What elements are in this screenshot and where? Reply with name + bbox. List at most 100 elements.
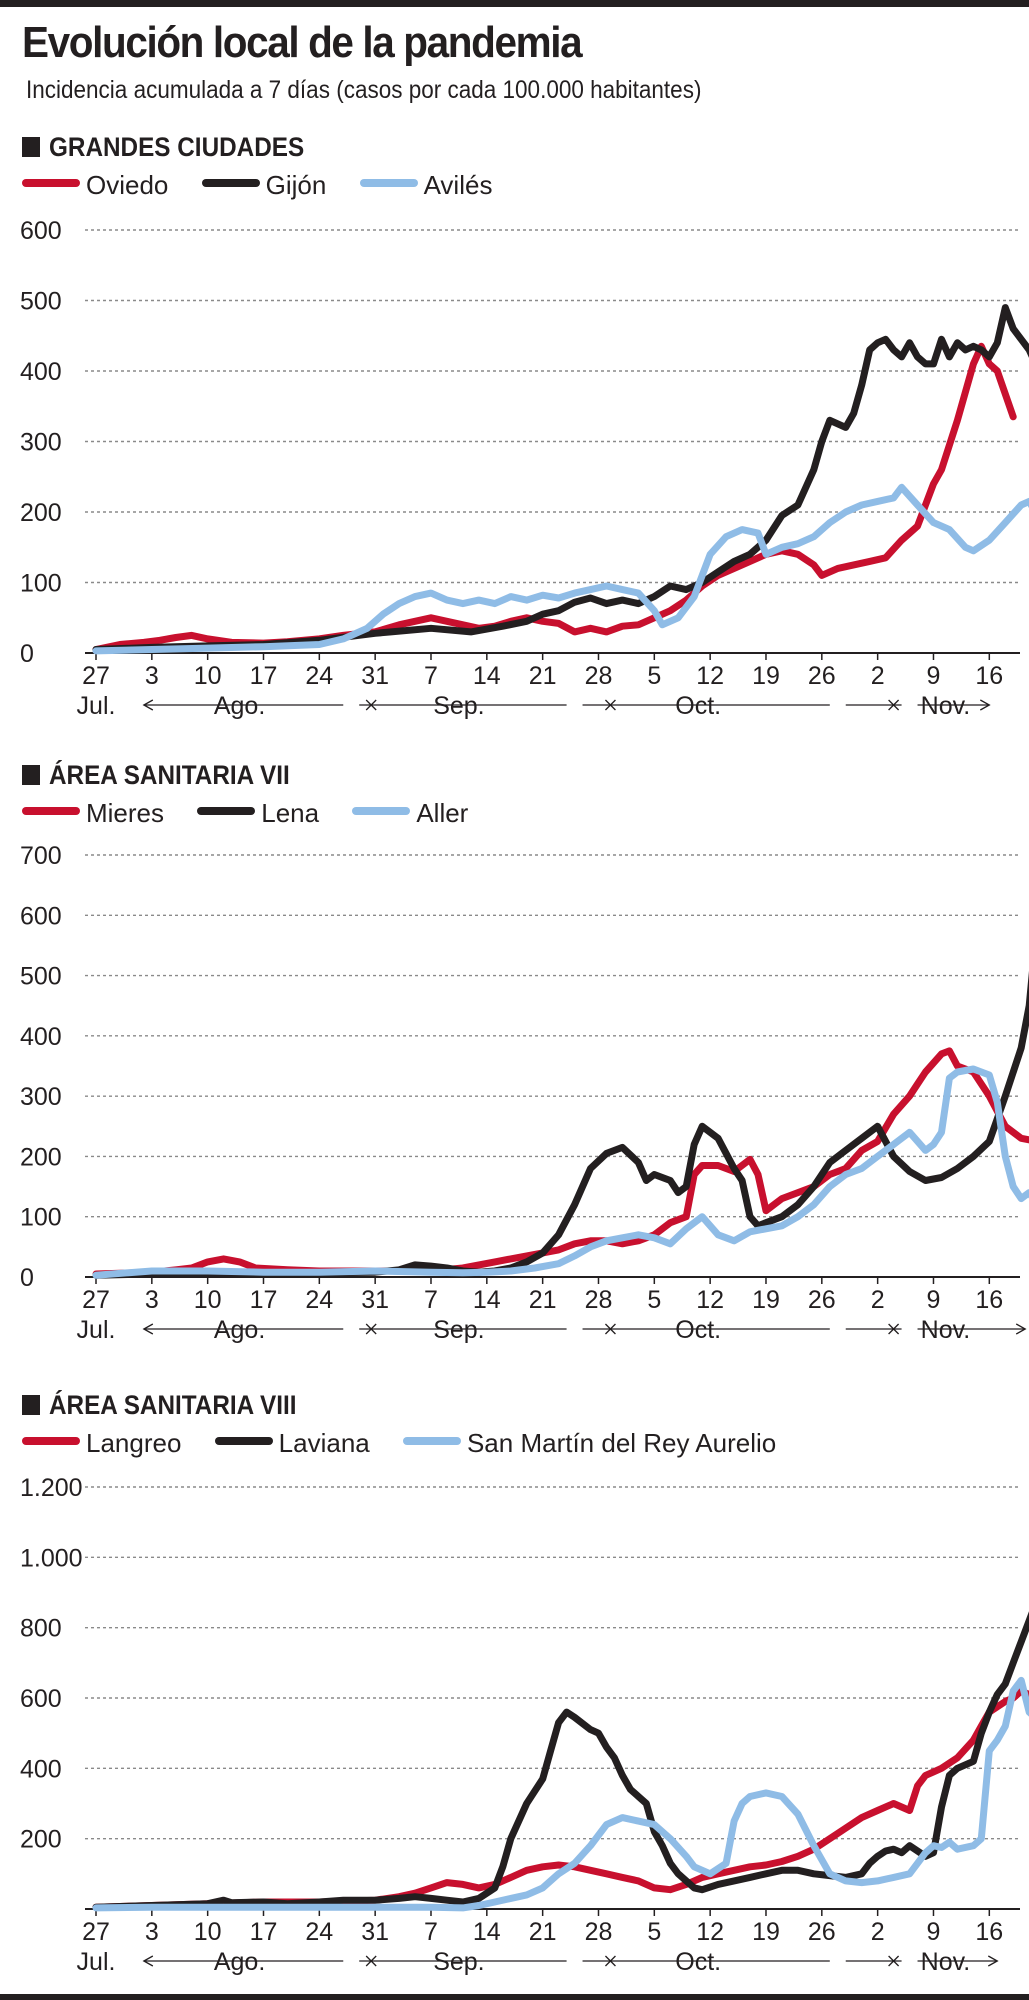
x-tick-label: 24 — [305, 1286, 333, 1314]
series-line-2 — [92, 1065, 1029, 1279]
y-tick-label: 1.200 — [20, 1474, 83, 1502]
x-tick-label: 19 — [752, 662, 780, 690]
x-tick-label: 14 — [473, 662, 501, 690]
month-divider-icon — [888, 1323, 900, 1335]
x-tick-label: 17 — [250, 1286, 278, 1314]
y-tick-label: 400 — [20, 358, 62, 386]
y-tick-label: 500 — [20, 288, 62, 316]
x-tick-label: 21 — [529, 1286, 557, 1314]
month-divider-icon — [604, 1955, 616, 1967]
legend-item-aller: Aller — [352, 798, 468, 829]
y-tick-label: 100 — [20, 1204, 62, 1232]
x-tick-label: 17 — [250, 662, 278, 690]
y-tick-label: 400 — [20, 1755, 62, 1783]
y-tick-label: 0 — [20, 640, 34, 668]
legend-swatch — [201, 179, 260, 187]
x-tick-label: 7 — [424, 662, 438, 690]
x-tick-label: 27 — [82, 1286, 110, 1314]
x-tick-label: 21 — [529, 662, 557, 690]
legend-item-laviana: Laviana — [214, 1428, 370, 1459]
legend-item-langreo: Langreo — [22, 1428, 181, 1459]
x-tick-label: 26 — [808, 662, 836, 690]
month-label: Nov. — [921, 1316, 971, 1344]
section-square-icon — [22, 1395, 40, 1415]
month-divider-icon — [365, 1955, 377, 1967]
x-tick-label: 10 — [194, 662, 222, 690]
section-head-area-viii: ÁREA SANITARIA VIII — [22, 1390, 297, 1421]
x-tick-label: 3 — [145, 1286, 159, 1314]
x-tick-label: 31 — [361, 1286, 389, 1314]
x-tick-label: 10 — [194, 1918, 222, 1946]
legend-swatch — [352, 807, 411, 815]
chart-grandes-ciudades: 0 100 200 300 400 500 600 27 3 10 17 24 31 7 14 21 28 5 12… — [20, 217, 1029, 720]
y-tick-label: 200 — [20, 499, 62, 527]
y-tick-label: 400 — [20, 1023, 62, 1051]
x-tick-label: 31 — [361, 1918, 389, 1946]
series-line-1 — [92, 970, 1029, 1279]
legend-swatch — [402, 1437, 461, 1445]
section-head-grandes-ciudades: GRANDES CIUDADES — [22, 132, 304, 163]
x-tick-label: 10 — [194, 1286, 222, 1314]
x-tick-label: 19 — [752, 1918, 780, 1946]
month-label: Ago. — [214, 692, 265, 720]
section-title: ÁREA SANITARIA VIII — [49, 1390, 297, 1420]
y-tick-label: 700 — [20, 842, 62, 870]
series-line-0 — [92, 1047, 1029, 1278]
legend-label: San Martín del Rey Aurelio — [466, 1428, 777, 1458]
legend-swatch — [214, 1437, 273, 1445]
arrow-left-icon — [142, 699, 154, 711]
month-label: Oct. — [675, 1316, 721, 1344]
y-tick-label: 600 — [20, 1685, 62, 1713]
month-label: Jul. — [77, 1316, 116, 1344]
x-tick-label: 12 — [696, 1286, 724, 1314]
y-tick-label: 800 — [20, 1615, 62, 1643]
series-line-1 — [92, 304, 1029, 653]
legend-grandes-ciudades: Oviedo Gijón Avilés — [22, 170, 518, 202]
x-tick-label: 27 — [82, 662, 110, 690]
y-tick-label: 600 — [20, 217, 62, 245]
legend-item-oviedo: Oviedo — [22, 170, 168, 201]
y-tick-label: 300 — [20, 429, 62, 457]
month-divider-icon — [604, 699, 616, 711]
month-label: Nov. — [921, 692, 971, 720]
month-label: Oct. — [675, 692, 721, 720]
series-line-0 — [92, 1687, 1029, 1911]
legend-swatch — [197, 807, 256, 815]
x-tick-label: 9 — [927, 1918, 941, 1946]
x-tick-label: 24 — [305, 662, 333, 690]
month-label: Nov. — [921, 1948, 971, 1976]
legend-item-mieres: Mieres — [22, 798, 164, 829]
section-title: ÁREA SANITARIA VII — [49, 760, 290, 790]
legend-label: Laviana — [278, 1428, 370, 1458]
x-tick-label: 26 — [808, 1286, 836, 1314]
x-tick-label: 5 — [647, 1286, 661, 1314]
chart-area-vii: 0 100 200 300 400 500 600 700 27 3 10 17 24 31 7 14 21 28… — [20, 842, 1029, 1344]
x-tick-label: 2 — [871, 1918, 885, 1946]
x-tick-label: 21 — [529, 1918, 557, 1946]
x-tick-label: 5 — [647, 662, 661, 690]
page-title: Evolución local de la pandemia — [22, 18, 583, 67]
y-tick-label: 1.000 — [20, 1544, 83, 1572]
legend-label: Mieres — [86, 798, 165, 828]
month-label: Jul. — [77, 692, 116, 720]
arrow-right-icon — [1015, 1323, 1027, 1335]
section-square-icon — [22, 765, 40, 785]
arrow-left-icon — [142, 1955, 154, 1967]
x-tick-label: 28 — [585, 662, 613, 690]
arrow-left-icon — [142, 1323, 154, 1335]
legend-area-vii: Mieres Lena Aller — [22, 798, 494, 830]
x-tick-label: 12 — [696, 1918, 724, 1946]
x-tick-label: 7 — [424, 1286, 438, 1314]
legend-item-san-martin: San Martín del Rey Aurelio — [402, 1428, 777, 1459]
x-tick-label: 2 — [871, 662, 885, 690]
x-tick-label: 16 — [975, 1286, 1003, 1314]
page-subtitle: Incidencia acumulada a 7 días (casos por… — [26, 76, 702, 104]
series-line-1 — [92, 1611, 1029, 1911]
y-tick-label: 100 — [20, 570, 62, 598]
legend-item-gijon: Gijón — [201, 170, 326, 201]
month-label: Jul. — [77, 1948, 116, 1976]
x-tick-label: 31 — [361, 662, 389, 690]
x-tick-label: 17 — [250, 1918, 278, 1946]
legend-label: Avilés — [423, 170, 493, 200]
legend-swatch — [22, 179, 80, 187]
